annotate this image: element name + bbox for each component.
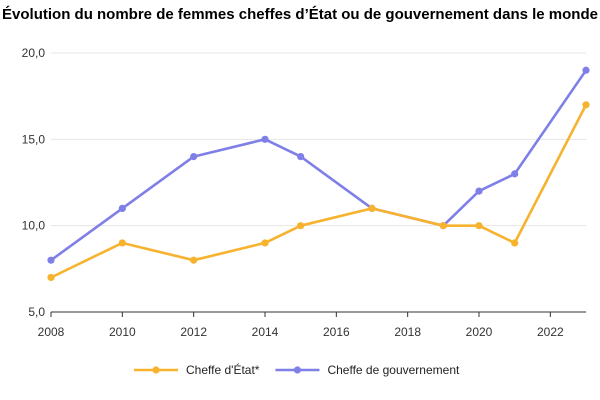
data-point[interactable] [511,170,519,178]
x-tick-label: 2022 [537,325,564,339]
data-point[interactable] [439,222,447,230]
series-line [50,69,588,262]
series-2 [47,66,590,264]
data-point[interactable] [118,239,126,247]
legend-label: Cheffe de gouvernement [327,363,460,377]
chart-title: Évolution du nombre de femmes cheffes d’… [2,6,598,23]
series-1 [47,101,590,282]
grid-lines [51,52,586,227]
x-tick-label: 2008 [38,325,65,339]
y-tick-label: 10,0 [22,219,46,233]
data-point[interactable] [475,222,483,230]
data-point[interactable] [261,239,269,247]
x-tick-label: 2012 [180,325,207,339]
legend[interactable]: Cheffe d'État* Cheffe de gouvernement [134,362,460,377]
legend-label: Cheffe d'État* [186,362,260,377]
legend-item-1[interactable]: Cheffe d'État* [134,362,260,377]
data-point[interactable] [582,101,590,109]
data-point[interactable] [511,239,519,247]
x-tick-label: 2014 [252,325,279,339]
data-point[interactable] [261,135,269,143]
data-point[interactable] [47,273,55,282]
legend-swatch-marker [152,366,160,374]
data-point[interactable] [118,204,126,212]
data-point[interactable] [190,153,198,161]
axes: 5,0 10,0 15,0 20,0 2008 2010 2012 2014 2016 2018 2… [22,46,586,339]
x-tick-label: 2018 [394,325,421,339]
data-point[interactable] [190,256,198,264]
data-point[interactable] [582,66,590,74]
y-tick-label: 20,0 [22,46,46,60]
data-point[interactable] [368,204,376,212]
data-point[interactable] [47,256,55,264]
data-point[interactable] [297,153,305,161]
data-point[interactable] [475,187,483,195]
legend-item-2[interactable]: Cheffe de gouvernement [275,363,460,377]
x-tick-label: 2010 [109,325,136,339]
x-tick-label: 2016 [323,325,350,339]
series-layer [47,66,590,282]
legend-swatch-marker [293,366,302,374]
x-tick-label: 2020 [466,325,493,339]
series-line [50,104,588,279]
y-tick-label: 15,0 [22,132,46,146]
y-tick-label: 5,0 [28,305,45,319]
data-point[interactable] [297,222,305,230]
